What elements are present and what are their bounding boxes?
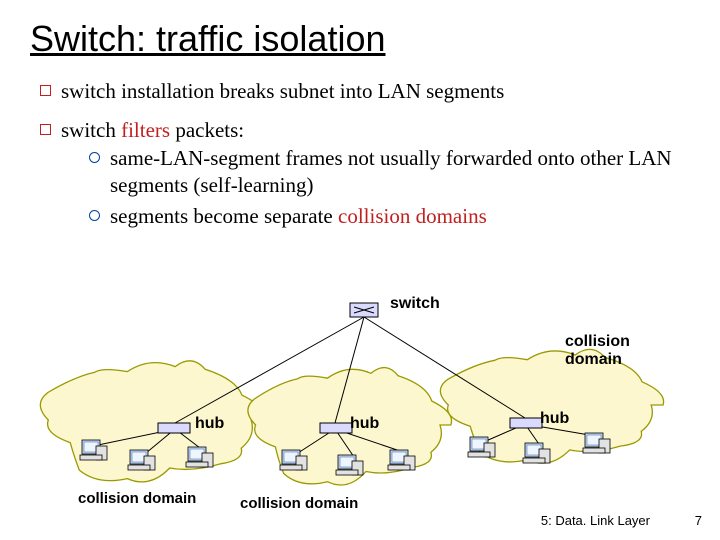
sub-bullet-2-text: segments become separate collision domai… [110,203,487,230]
sub-bullet-list: same-LAN-segment frames not usually forw… [89,145,690,231]
hub-label-2: hub [350,415,379,433]
square-bullet-icon [40,124,51,135]
hub-label-3: hub [540,410,569,428]
slide-title: Switch: traffic isolation [0,0,720,60]
bullet-1: switch installation breaks subnet into L… [40,78,690,105]
sub-bullet-2-pre: segments become separate [110,204,338,228]
hub-label-1: hub [195,415,224,433]
bullet-2: switch filters packets: same-LAN-segment… [40,117,690,234]
bullet-1-text: switch installation breaks subnet into L… [61,78,504,105]
sub-bullet-2-accent: collision domains [338,204,487,228]
circle-bullet-icon [89,152,100,163]
collision-domain-label-top: collisiondomain [565,333,630,368]
collision-domain-label-1: collision domain [78,490,196,507]
bullet-2-text: switch filters packets: same-LAN-segment… [61,117,690,234]
sub-bullet-2: segments become separate collision domai… [89,203,690,230]
bullet-2-accent: filters [121,118,170,142]
network-diagram: switch collisiondomain hub hub hub colli… [30,295,690,525]
collision-domain-label-2: collision domain [240,495,358,512]
footer-section: 5: Data. Link Layer [541,513,650,528]
sub-bullet-1: same-LAN-segment frames not usually forw… [89,145,690,200]
bullet-2-pre: switch [61,118,121,142]
bullet-2-post: packets: [170,118,244,142]
slide-body: switch installation breaks subnet into L… [0,60,720,234]
switch-label: switch [390,295,440,313]
sub-bullet-1-text: same-LAN-segment frames not usually forw… [110,145,690,200]
square-bullet-icon [40,85,51,96]
footer-page-number: 7 [695,513,702,528]
circle-bullet-icon [89,210,100,221]
